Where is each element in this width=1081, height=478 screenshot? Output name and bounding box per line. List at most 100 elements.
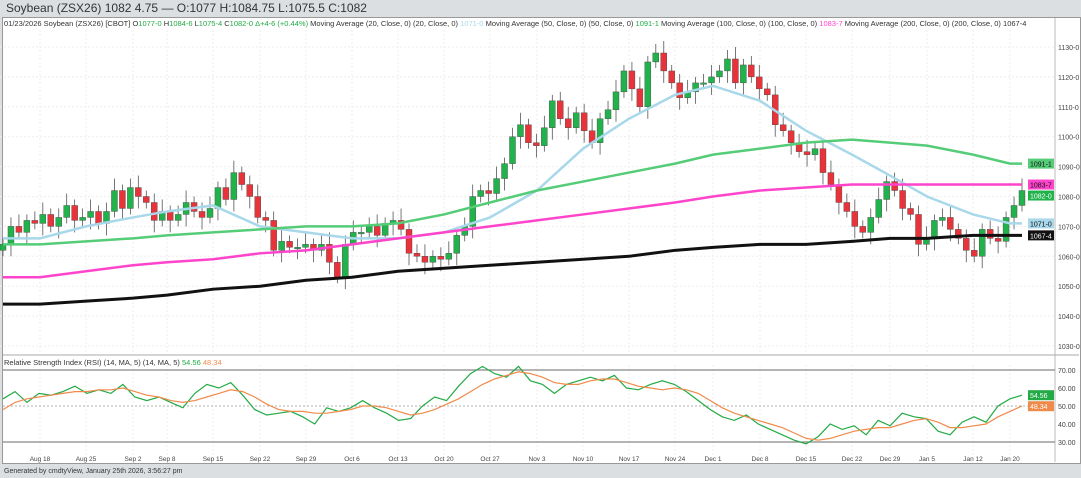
candle-down: [963, 238, 970, 251]
candle-up: [342, 244, 349, 278]
candle-up: [740, 64, 747, 84]
legend-low: 1075-4: [198, 19, 223, 28]
candle-up: [572, 112, 580, 128]
x-tick-label: Dec 22: [842, 456, 863, 463]
x-tick-label: Dec 8: [752, 456, 769, 463]
ma-price-tag: [1028, 230, 1054, 241]
rsi-legend-label: Relative Strength Index (RSI) (14, MA, 5…: [4, 358, 180, 367]
candle-down: [748, 64, 755, 78]
y-tick-label: 1120-0: [1058, 75, 1079, 82]
candle-up: [358, 232, 365, 235]
candle-up: [978, 229, 986, 257]
legend-ma200-value: 1067-4: [1003, 19, 1027, 28]
y-tick-label: 1080-0: [1058, 195, 1080, 202]
x-tick-label: Dec 29: [880, 456, 901, 463]
candle-up: [366, 226, 373, 233]
legend-ma50: Moving Average (50, Close, 0) (50, Close…: [485, 19, 634, 28]
legend-close-label: C: [224, 19, 230, 28]
candle-down: [947, 217, 954, 230]
candle-down: [891, 181, 898, 191]
candle-up: [517, 124, 524, 137]
candle-up: [708, 76, 715, 84]
x-tick-label: Oct 13: [388, 456, 408, 463]
candle-up: [55, 217, 62, 227]
candle-down: [557, 100, 564, 119]
x-tick-label: Sep 29: [296, 456, 317, 463]
candle-up: [1002, 217, 1010, 242]
candle-up: [206, 208, 214, 218]
candle-up: [692, 82, 699, 93]
candle-up: [604, 109, 612, 119]
ma-price-tag: [1028, 158, 1054, 169]
candle-up: [541, 127, 548, 146]
legend-ma200: Moving Average (200, Close, 0) (200, Clo…: [844, 19, 1001, 28]
candle-down: [565, 118, 572, 128]
candle-down: [636, 88, 644, 108]
candle-down: [779, 124, 787, 131]
candle-down: [31, 220, 39, 224]
candle-down: [580, 112, 588, 131]
legend-ma100: Moving Average (100, Close, 0) (100, Clo…: [660, 19, 818, 28]
candle-down: [166, 211, 174, 221]
candle-down: [421, 256, 429, 263]
ma-line: [3, 183, 1022, 279]
legend-close: 1082-0: [229, 19, 254, 28]
candle-up: [1018, 190, 1026, 206]
candle-up: [79, 217, 86, 221]
candle-up: [230, 172, 238, 200]
candle-down: [286, 241, 293, 248]
legend-ma50-value: 1091-1: [635, 19, 659, 28]
x-tick-label: Sep 2: [125, 456, 142, 463]
legend-ma20-value: 1071-0: [460, 19, 484, 28]
candle-up: [477, 190, 484, 197]
candle-down: [827, 172, 835, 185]
legend-high: 1084-6: [169, 19, 193, 28]
candle-up: [214, 187, 222, 209]
last-price-label: 1082-0: [1030, 194, 1052, 201]
y-tick-label: 1090-0: [1058, 165, 1080, 172]
candle-up: [867, 217, 874, 233]
legend-symbol: Soybean (ZSX26) [CBOT]: [43, 19, 131, 28]
candle-up: [644, 61, 652, 107]
candle-up: [87, 211, 94, 218]
candle-up: [493, 178, 500, 194]
x-tick-label: Nov 24: [665, 456, 686, 463]
candle-up: [652, 52, 659, 63]
candle-up: [23, 220, 31, 233]
rsi-ma-line: [2, 371, 1023, 441]
ma-price-tag: [1028, 179, 1054, 190]
candle-up: [1010, 205, 1018, 218]
ma-price-label: 1083-7: [1030, 183, 1052, 190]
candle-down: [907, 208, 914, 215]
candle-down: [676, 82, 683, 99]
candle-up: [294, 247, 301, 250]
candle-down: [764, 88, 771, 96]
candle-up: [875, 199, 882, 218]
candle-down: [246, 184, 253, 197]
last-price-tag: [1028, 190, 1054, 201]
candle-down: [95, 211, 102, 224]
rsi-tick-label: 60.00: [1058, 386, 1076, 393]
ma-line: [3, 233, 1022, 306]
candle-down: [485, 190, 492, 194]
candle-down: [222, 187, 230, 200]
x-tick-label: Nov 17: [619, 456, 640, 463]
candle-up: [111, 190, 118, 212]
rsi-line: [2, 365, 1023, 445]
ma-price-label: 1067-4: [1030, 233, 1052, 240]
candle-down: [119, 190, 126, 209]
candle-down: [851, 211, 859, 227]
footer-text: Generated by cmdtyView, January 25th 202…: [4, 468, 183, 475]
candle-up: [127, 187, 134, 209]
candle-up: [429, 256, 437, 263]
candle-up: [453, 235, 460, 254]
candle-down: [899, 190, 906, 209]
candle-down: [971, 250, 978, 257]
x-tick-label: Jan 12: [963, 456, 983, 463]
candle-up: [509, 136, 516, 164]
candle-down: [787, 130, 795, 143]
candle-down: [270, 220, 277, 251]
candle-up: [716, 70, 723, 78]
candle-down: [660, 52, 667, 72]
